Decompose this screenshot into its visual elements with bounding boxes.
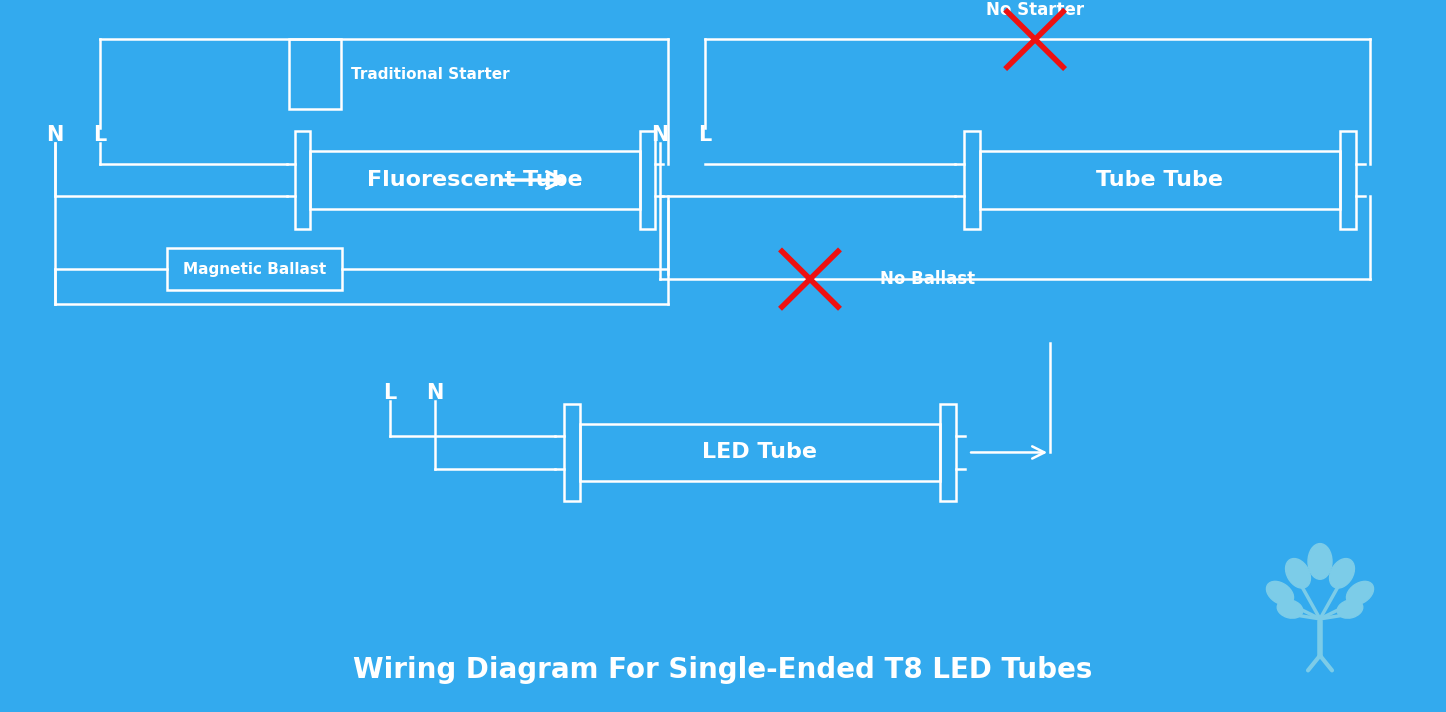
Text: L: L: [94, 125, 107, 145]
Text: LED Tube: LED Tube: [703, 442, 817, 463]
Bar: [964, 131, 980, 229]
Text: No Starter: No Starter: [986, 1, 1084, 19]
Bar: [940, 404, 956, 501]
Ellipse shape: [1277, 600, 1303, 618]
Ellipse shape: [1346, 582, 1374, 605]
Text: L: L: [698, 125, 711, 145]
Text: Tube Tube: Tube Tube: [1096, 170, 1223, 190]
Text: N: N: [651, 125, 668, 145]
Bar: [564, 404, 580, 501]
Text: Magnetic Ballast: Magnetic Ballast: [184, 262, 327, 277]
Bar: [168, 248, 343, 290]
Text: Fluorescent Tube: Fluorescent Tube: [367, 170, 583, 190]
Bar: [309, 152, 641, 209]
Ellipse shape: [1267, 582, 1294, 605]
Text: Wiring Diagram For Single-Ended T8 LED Tubes: Wiring Diagram For Single-Ended T8 LED T…: [353, 656, 1093, 684]
Bar: [1340, 131, 1356, 229]
Bar: [289, 39, 341, 109]
Ellipse shape: [1338, 600, 1362, 618]
Bar: [641, 131, 655, 229]
Bar: [580, 424, 940, 481]
Bar: [295, 131, 309, 229]
Ellipse shape: [1309, 543, 1332, 580]
Ellipse shape: [1329, 558, 1355, 588]
Text: L: L: [383, 383, 396, 403]
Ellipse shape: [1285, 558, 1310, 588]
Text: Traditional Starter: Traditional Starter: [351, 66, 509, 82]
Text: No Ballast: No Ballast: [881, 270, 975, 288]
Text: N: N: [46, 125, 64, 145]
Bar: [980, 152, 1340, 209]
Text: N: N: [427, 383, 444, 403]
